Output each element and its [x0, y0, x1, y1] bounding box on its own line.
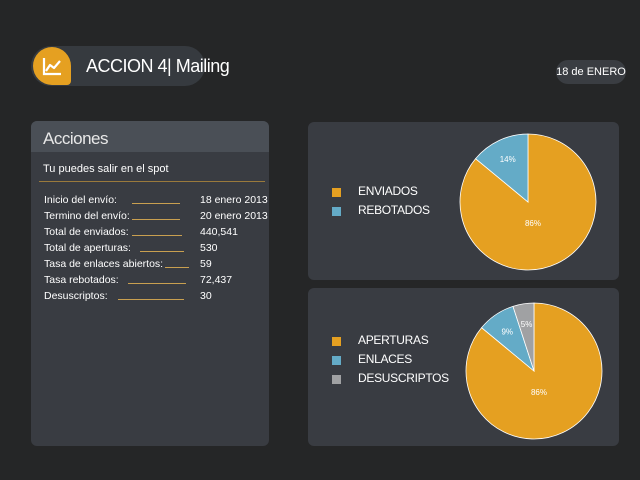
stat-row: Total de enviados: 440,541 [44, 226, 264, 242]
actions-title: Acciones [43, 129, 108, 148]
divider [39, 181, 265, 182]
pie-label-desuscriptos: 5% [521, 320, 533, 329]
legend-swatch [332, 188, 341, 197]
actions-panel-header: Acciones [31, 121, 269, 152]
stat-value: 30 [200, 290, 212, 302]
opens-chart-panel: APERTURAS ENLACES DESUSCRIPTOS 86% 9% 5% [308, 288, 619, 446]
stat-label: Tasa rebotados: [44, 274, 119, 286]
pie-slice-aperturas [465, 302, 603, 440]
stat-value: 18 enero 2013 [200, 194, 268, 206]
stat-row: Tasa de enlaces abiertos: 59 [44, 258, 264, 274]
legend-label: ENLACES [358, 352, 412, 366]
stat-label: Inicio del envío: [44, 194, 117, 206]
stat-value: 20 enero 2013 [200, 210, 268, 222]
pie-slice-enviados [459, 133, 597, 271]
stat-value: 59 [200, 258, 212, 270]
line-chart-icon [33, 47, 71, 85]
actions-panel: Acciones Tu puedes salir en el spot Inic… [31, 121, 269, 446]
stat-row: Termino del envío: 20 enero 2013 [44, 210, 268, 226]
stat-row: Total de aperturas: 530 [44, 242, 264, 258]
date-badge: 18 de ENERO [556, 60, 626, 84]
actions-subtitle: Tu puedes salir en el spot [43, 163, 169, 175]
stat-leader-line [165, 267, 189, 268]
sent-chart-panel: ENVIADOS REBOTADOS 86% 14% [308, 122, 619, 280]
stat-label: Tasa de enlaces abiertos: [44, 258, 164, 270]
stat-label: Total de enviados: [44, 226, 129, 238]
stat-value: 530 [200, 242, 218, 254]
stat-label: Total de aperturas: [44, 242, 131, 254]
stat-value: 440,541 [200, 226, 238, 238]
stat-row: Inicio del envío: 18 enero 2013 [44, 194, 268, 210]
stat-leader-line [132, 219, 180, 220]
stat-leader-line [140, 251, 184, 252]
stat-value: 72,437 [200, 274, 233, 286]
legend-label: ENVIADOS [358, 184, 418, 198]
stats-list: Inicio del envío: 18 enero 2013 Termino … [44, 194, 268, 306]
legend-label: APERTURAS [358, 333, 429, 347]
pie-slice-desuscriptos [512, 302, 535, 372]
stat-leader-line [132, 235, 182, 236]
page-title: ACCION 4| Mailing [86, 56, 230, 76]
stat-label: Desuscriptos: [44, 290, 108, 302]
stat-leader-line [128, 283, 186, 284]
pie-slice-rebotados [475, 133, 529, 203]
pie-label-rebotados: 14% [500, 155, 516, 164]
pie-label-aperturas: 86% [531, 388, 547, 397]
sent-pie-chart: 86% 14% [459, 133, 597, 271]
legend-label: DESUSCRIPTOS [358, 371, 449, 385]
pie-label-enviados: 86% [525, 219, 541, 228]
legend-label: REBOTADOS [358, 203, 430, 217]
stat-row: Desuscriptos: 30 [44, 290, 264, 306]
stat-label: Termino del envío: [44, 210, 130, 222]
legend-swatch [332, 356, 341, 365]
legend-swatch [332, 375, 341, 384]
stat-leader-line [132, 203, 180, 204]
stat-leader-line [118, 299, 184, 300]
stat-row: Tasa rebotados: 72,437 [44, 274, 264, 290]
legend-swatch [332, 337, 341, 346]
pie-label-enlaces: 9% [501, 328, 513, 337]
legend-swatch [332, 207, 341, 216]
opens-pie-chart: 86% 9% 5% [465, 302, 603, 440]
